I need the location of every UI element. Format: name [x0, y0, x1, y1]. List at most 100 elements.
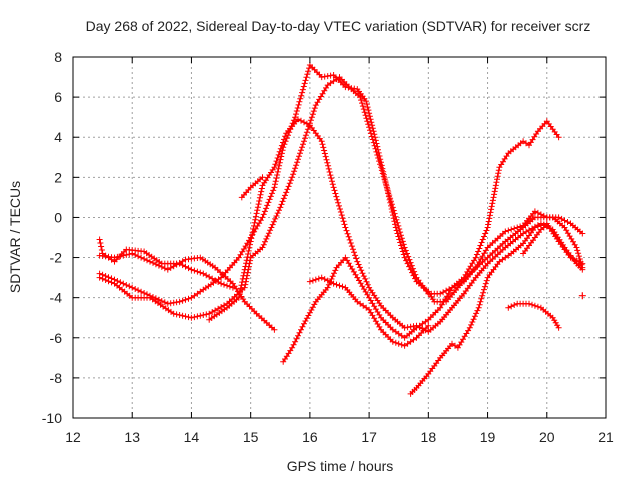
data-point — [329, 181, 336, 188]
data-point — [374, 143, 381, 150]
data-point — [390, 212, 396, 219]
data-point — [240, 272, 247, 279]
data-point — [299, 89, 306, 96]
data-point — [280, 139, 286, 146]
data-point — [308, 114, 315, 121]
data-point — [245, 247, 252, 254]
data-point — [179, 297, 186, 304]
data-point — [319, 141, 326, 148]
data-point — [307, 117, 314, 124]
data-point — [226, 283, 233, 290]
data-point — [534, 209, 541, 216]
data-point — [481, 283, 488, 290]
data-point — [248, 235, 255, 242]
data-point — [324, 159, 331, 166]
data-point — [252, 213, 259, 220]
data-point — [474, 307, 481, 314]
data-point — [188, 266, 195, 273]
data-point — [304, 126, 311, 133]
data-point — [378, 162, 385, 169]
data-point — [302, 132, 309, 139]
data-point — [468, 321, 475, 328]
data-point — [337, 209, 344, 215]
data-point — [514, 224, 521, 231]
data-point — [358, 267, 365, 274]
data-point — [105, 274, 112, 281]
data-point — [179, 312, 186, 319]
data-point — [224, 282, 230, 289]
data-point — [303, 315, 310, 322]
data-point — [260, 241, 267, 248]
data-point — [360, 106, 367, 113]
grid-lines — [72, 56, 607, 419]
data-point — [170, 310, 177, 317]
data-point — [98, 243, 105, 250]
data-point — [259, 214, 266, 221]
data-point — [244, 254, 251, 261]
data-point — [296, 153, 302, 160]
data-point — [384, 187, 391, 194]
y-tick-label: 8 — [54, 49, 62, 65]
data-point — [469, 319, 476, 325]
data-point — [366, 110, 373, 117]
data-point — [326, 169, 333, 175]
data-series-layer — [96, 62, 586, 397]
data-point — [318, 274, 325, 281]
data-point — [397, 229, 404, 236]
chart-title: Day 268 of 2022, Sidereal Day-to-day VTE… — [86, 18, 591, 34]
data-point — [359, 100, 365, 107]
x-tick-labels: 12 13 14 15 16 17 18 19 20 21 — [65, 429, 614, 445]
data-point — [473, 310, 480, 317]
y-tick-label: -6 — [50, 330, 63, 346]
data-point — [292, 165, 299, 172]
data-point — [158, 298, 165, 304]
data-point — [479, 236, 486, 243]
data-point — [267, 227, 274, 234]
data-point — [280, 195, 287, 202]
data-point — [188, 314, 195, 321]
data-point — [237, 288, 244, 295]
data-point — [285, 183, 292, 190]
data-point — [276, 207, 282, 214]
data-point — [401, 244, 408, 251]
data-point — [276, 148, 283, 155]
data-point — [330, 184, 337, 191]
data-point — [478, 295, 485, 302]
data-point — [176, 312, 183, 318]
data-point — [390, 215, 397, 222]
data-point — [329, 273, 336, 280]
data-point — [277, 145, 284, 152]
data-point — [311, 301, 318, 308]
data-point — [267, 193, 274, 200]
data-point — [301, 320, 307, 327]
y-tick-label: -2 — [50, 250, 63, 266]
data-point — [362, 112, 369, 119]
data-point — [274, 168, 281, 175]
data-point — [400, 241, 407, 248]
data-point — [150, 294, 156, 300]
data-point — [96, 270, 103, 277]
data-point — [363, 115, 370, 122]
data-point — [274, 172, 281, 178]
data-point — [394, 230, 401, 237]
data-point — [364, 118, 371, 125]
data-point — [339, 215, 346, 222]
data-point — [333, 193, 340, 200]
y-axis-label: SDTVAR / TECUs — [7, 181, 23, 293]
data-point — [270, 218, 277, 225]
data-point — [238, 282, 245, 289]
data-point — [182, 263, 189, 270]
data-point — [283, 189, 290, 196]
data-point — [364, 281, 371, 288]
y-tick-label: 2 — [54, 169, 62, 185]
data-point — [370, 128, 377, 135]
data-point — [246, 244, 253, 251]
data-point — [197, 269, 204, 276]
data-point — [383, 181, 390, 188]
data-point — [271, 184, 278, 191]
data-point — [511, 302, 518, 308]
data-point — [197, 312, 204, 319]
data-point — [505, 304, 512, 311]
data-point — [363, 98, 370, 105]
data-point — [258, 188, 265, 195]
